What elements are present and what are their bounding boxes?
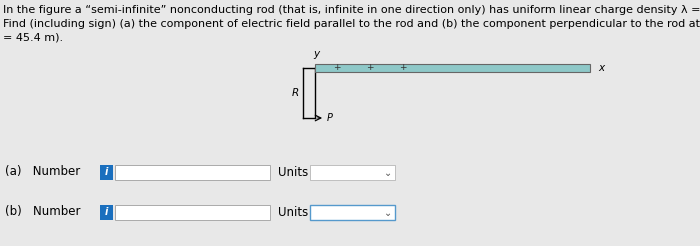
Bar	[115, 204, 270, 219]
Text: = 45.4 m).: = 45.4 m).	[3, 33, 63, 43]
Bar	[310, 165, 395, 180]
Text: i: i	[105, 167, 108, 177]
Text: +: +	[366, 63, 374, 73]
Text: i: i	[105, 207, 108, 217]
Text: ⌄: ⌄	[384, 208, 392, 218]
Bar	[315, 64, 590, 72]
Text: (a)   Number: (a) Number	[5, 166, 80, 179]
Bar	[115, 165, 270, 180]
Text: (b)   Number: (b) Number	[5, 205, 80, 218]
Text: +: +	[333, 63, 341, 73]
Text: P: P	[327, 113, 333, 123]
Text: R: R	[291, 88, 299, 98]
Bar	[100, 204, 113, 219]
Text: Units: Units	[278, 166, 308, 179]
Bar	[310, 204, 395, 219]
Text: ⌄: ⌄	[384, 168, 392, 178]
Text: y: y	[313, 49, 319, 59]
Text: x: x	[598, 63, 604, 73]
Text: In the figure a “semi-infinite” nonconducting rod (that is, infinite in one dire: In the figure a “semi-infinite” noncondu…	[3, 5, 700, 15]
Text: Find (including sign) (a) the component of electric field parallel to the rod an: Find (including sign) (a) the component …	[3, 19, 700, 29]
Text: +: +	[399, 63, 407, 73]
Text: Units: Units	[278, 205, 308, 218]
Bar	[100, 165, 113, 180]
